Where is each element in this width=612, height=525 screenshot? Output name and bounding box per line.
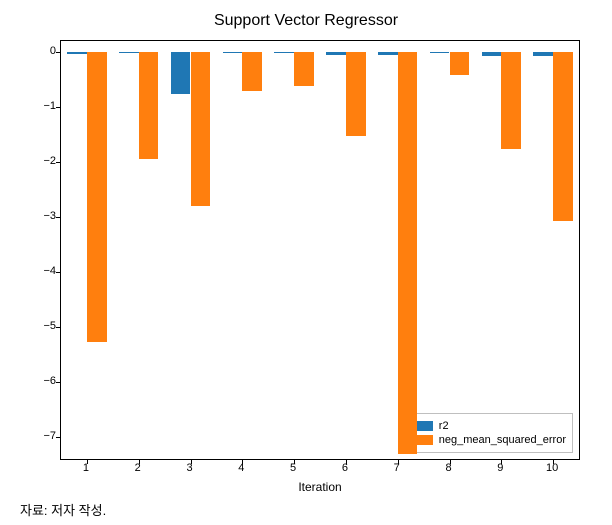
bar-neg_mean_squared_error (553, 52, 573, 221)
x-tick-label: 4 (238, 462, 244, 474)
bar-neg_mean_squared_error (242, 52, 262, 91)
bar-r2 (533, 52, 553, 56)
x-axis-label: Iteration (60, 480, 580, 494)
plot-area: r2 neg_mean_squared_error (60, 40, 580, 460)
x-tick-label: 6 (342, 462, 348, 474)
x-tick-label: 2 (135, 462, 141, 474)
y-tick (56, 382, 61, 383)
y-tick-label: −5 (6, 320, 56, 332)
y-tick-label: −7 (6, 430, 56, 442)
bar-r2 (482, 52, 502, 56)
legend-label: neg_mean_squared_error (439, 434, 566, 446)
y-tick-label: 0 (6, 45, 56, 57)
legend-item: r2 (411, 420, 566, 432)
legend-label: r2 (439, 420, 449, 432)
y-tick-label: −4 (6, 265, 56, 277)
y-tick-label: −6 (6, 375, 56, 387)
x-tick-label: 7 (394, 462, 400, 474)
y-tick (56, 52, 61, 53)
bar-neg_mean_squared_error (346, 52, 366, 136)
y-tick-label: −3 (6, 210, 56, 222)
bar-neg_mean_squared_error (398, 52, 418, 454)
bar-neg_mean_squared_error (139, 52, 159, 159)
bar-r2 (378, 52, 398, 55)
y-tick-label: −2 (6, 155, 56, 167)
legend-item: neg_mean_squared_error (411, 434, 566, 446)
x-tick-label: 8 (445, 462, 451, 474)
figure-container: Support Vector Regressor r2 neg_mean_squa… (0, 0, 612, 525)
y-tick (56, 162, 61, 163)
bar-r2 (67, 52, 87, 54)
chart-title: Support Vector Regressor (0, 12, 612, 30)
bar-neg_mean_squared_error (294, 52, 314, 86)
bar-neg_mean_squared_error (191, 52, 211, 206)
x-tick-label: 9 (497, 462, 503, 474)
bar-r2 (430, 52, 450, 53)
x-tick-label: 3 (186, 462, 192, 474)
bar-neg_mean_squared_error (450, 52, 470, 75)
y-tick-label: −1 (6, 100, 56, 112)
figure-caption: 자료: 저자 작성. (20, 500, 106, 519)
bar-r2 (326, 52, 346, 55)
y-tick (56, 272, 61, 273)
x-tick-label: 10 (546, 462, 558, 474)
x-tick-label: 5 (290, 462, 296, 474)
x-tick-label: 1 (83, 462, 89, 474)
bar-r2 (223, 52, 243, 53)
bar-r2 (119, 52, 139, 53)
bar-r2 (274, 52, 294, 53)
y-tick (56, 327, 61, 328)
y-tick (56, 437, 61, 438)
y-tick (56, 107, 61, 108)
y-tick (56, 217, 61, 218)
bar-neg_mean_squared_error (87, 52, 107, 342)
legend-box: r2 neg_mean_squared_error (404, 413, 573, 453)
bar-neg_mean_squared_error (501, 52, 521, 149)
bar-r2 (171, 52, 191, 94)
